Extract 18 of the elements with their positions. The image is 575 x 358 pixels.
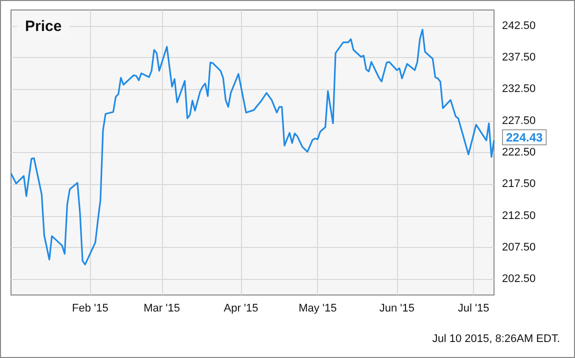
x-tick-label: Jun '15 [379,302,414,314]
y-tick-label: 202.50 [502,273,536,286]
text: Jul 10 2015, 8:26AM EDT. [432,333,560,345]
y-tick-label: 227.50 [502,114,536,127]
text: Price [25,18,62,35]
y-tick-label: 222.50 [502,146,536,158]
annotation: 224.43 [506,130,544,144]
y-tick-label: 212.50 [502,210,536,222]
x-tick-label: Mar '15 [144,302,180,314]
y-tick-label: 217.50 [502,178,536,190]
y-tick-label: 207.50 [502,242,536,254]
x-tick-label: Apr '15 [224,302,258,314]
y-tick-label: 232.50 [502,83,536,96]
y-tick-label: 242.50 [502,20,536,32]
x-tick-label: Jul '15 [458,302,490,314]
x-tick-label: Feb '15 [72,302,108,314]
x-tick-label: May '15 [298,302,337,314]
y-tick-label: 237.50 [502,52,536,64]
